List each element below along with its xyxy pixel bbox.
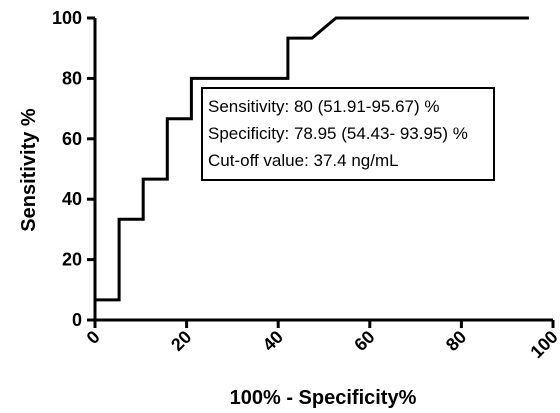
annotation-cutoff: Cut-off value: 37.4 ng/mL (208, 151, 399, 170)
roc-curve-line (95, 16, 529, 302)
y-tick-label: 100 (52, 8, 82, 28)
y-tick-label: 0 (72, 310, 82, 330)
y-tick-label: 80 (62, 68, 82, 88)
x-tick-label: 100 (526, 327, 560, 362)
y-tick-label: 60 (62, 129, 82, 149)
x-tick-label: 0 (83, 327, 104, 348)
x-tick-label: 40 (259, 327, 287, 355)
x-tick-label: 80 (442, 327, 470, 355)
y-tick-label: 40 (62, 189, 82, 209)
annotation-box: Sensitivity: 80 (51.91-95.67) % Specific… (201, 87, 495, 181)
annotation-box-border (201, 87, 495, 181)
annotation-specificity: Specificity: 78.95 (54.43- 93.95) % (208, 124, 468, 143)
y-tick-label: 20 (62, 250, 82, 270)
annotation-sensitivity: Sensitivity: 80 (51.91-95.67) % (208, 97, 440, 116)
x-tick-label: 20 (167, 327, 195, 355)
plot-area: 0 20 40 60 80 100 0 20 40 60 80 100 (52, 8, 560, 362)
x-axis-title: 100% - Specificity% (230, 387, 417, 409)
y-axis-title: Sensitivity % (18, 108, 40, 232)
x-tick-label: 60 (350, 327, 378, 355)
